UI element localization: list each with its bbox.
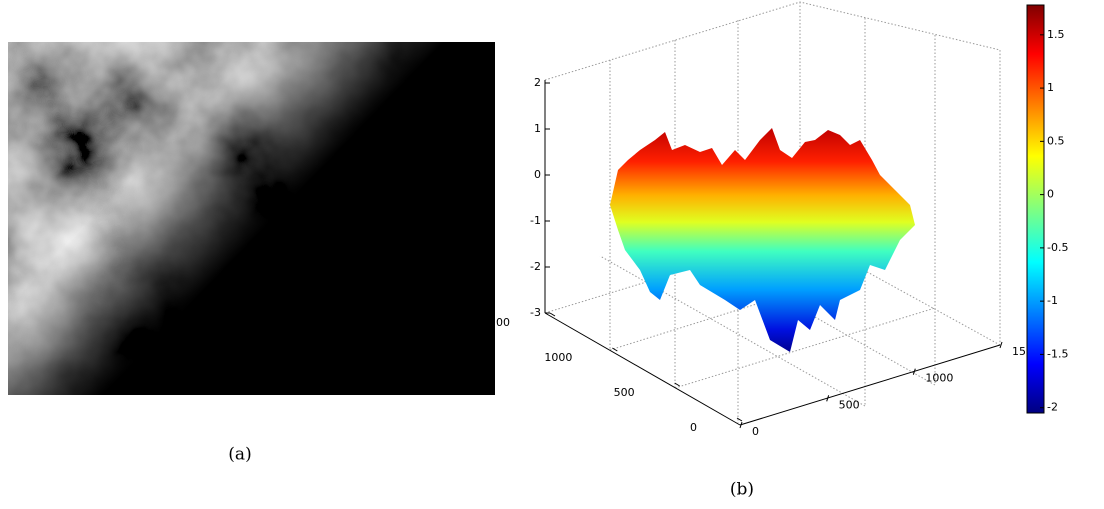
- x-tick: [912, 368, 916, 375]
- y-tick-label: 1500: [482, 316, 510, 329]
- y-tick: [612, 347, 618, 352]
- x-tick-label: 1000: [925, 372, 953, 385]
- colorbar-tick-label: -0.5: [1047, 241, 1068, 254]
- colorbar-tick-label: -1: [1047, 294, 1058, 307]
- panel-a: (a): [8, 42, 495, 465]
- y-tick: [674, 382, 680, 387]
- colorbar-tick-label: 1: [1047, 81, 1054, 94]
- axes: [544, 80, 1001, 426]
- z-tick-label: -2: [530, 260, 541, 273]
- z-tick-label: -3: [530, 306, 541, 319]
- x-tick-label: 15: [1012, 345, 1026, 358]
- y-tick-label: 1000: [544, 351, 572, 364]
- colorbar-tick-label: -2: [1047, 401, 1058, 414]
- x-tick-label: 500: [839, 398, 860, 411]
- z-tick-label: -1: [530, 214, 541, 227]
- caption: (a): [228, 445, 251, 465]
- colorbar-tick-label: 1.5: [1047, 28, 1065, 41]
- colorbar-tick-label: 0.5: [1047, 134, 1065, 147]
- image-shade: [8, 42, 495, 395]
- x-tick-label: 0: [752, 425, 759, 438]
- x-tick: [826, 395, 830, 402]
- surface: [610, 128, 915, 352]
- y-tick-label: 0: [690, 421, 697, 434]
- x-tick: [999, 341, 1003, 349]
- panel-b: (b) 2 1 0 -1 -2 -3 1500 1000 500 0 0 500 1000 15 1.5 1 0…: [482, 1, 1068, 500]
- y-tick-label: 500: [614, 386, 635, 399]
- z-tick-label: 1: [534, 122, 541, 135]
- caption: (b): [730, 480, 754, 500]
- colorbar: [1026, 4, 1045, 414]
- x-tick: [739, 421, 743, 429]
- z-tick-label: 2: [534, 76, 541, 89]
- y-tick: [549, 312, 556, 317]
- colorbar-tick-label: -1.5: [1047, 347, 1068, 360]
- y-tick: [736, 417, 743, 422]
- colorbar-tick-label: 0: [1047, 188, 1054, 201]
- z-tick-label: 0: [534, 168, 541, 181]
